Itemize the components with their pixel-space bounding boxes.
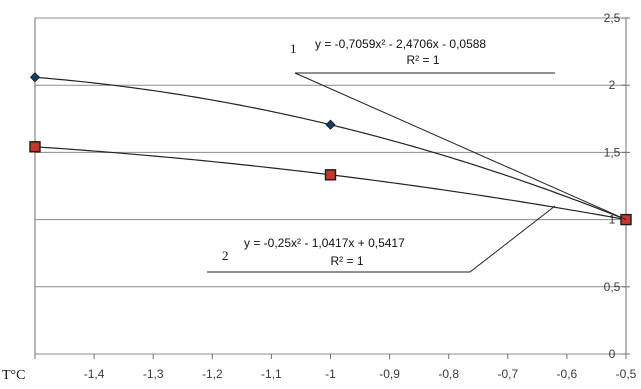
x-tick-label-1: -1,3 <box>143 367 164 381</box>
series-1-annotation: 1 y = -0,7059x² - 2,4706x - 0,0588 R² = … <box>290 37 627 221</box>
series-1-point-1 <box>325 119 336 130</box>
x-tick-label-5: -0,9 <box>379 367 400 381</box>
series-2-annotation: 2 y = -0,25x² - 1,0417x + 0,5417 R² = 1 <box>207 205 556 273</box>
x-tick-label-9: -0,5 <box>616 367 637 381</box>
gridlines <box>35 17 626 355</box>
series-2-equation: y = -0,25x² - 1,0417x + 0,5417 <box>244 236 405 250</box>
series-1-number-label: 1 <box>290 41 297 56</box>
series-2-point-1 <box>324 169 337 181</box>
axes <box>34 17 630 359</box>
series-2-trendline <box>34 146 627 221</box>
y-tick-label-4: 2 <box>609 78 616 92</box>
series-2-r-squared: R² = 1 <box>330 254 363 268</box>
series-1-leader-line <box>294 72 627 221</box>
x-tick-label-7: -0,7 <box>497 367 518 381</box>
x-tick-label-6: -0,8 <box>438 367 459 381</box>
y-tick-label-0: 0 <box>609 347 616 361</box>
trendlines <box>34 76 627 221</box>
series-1-point-0 <box>29 72 41 83</box>
y-tick-label-3: 1,5 <box>604 145 621 159</box>
x-tick-label-3: -1,1 <box>261 367 282 381</box>
y-tick-labels: 0 0,5 1 1,5 2 2,5 <box>604 11 621 361</box>
x-axis-label: T°C <box>2 368 26 383</box>
series-2-number-label: 2 <box>222 248 229 263</box>
y-tick-label-1: 0,5 <box>604 280 621 294</box>
x-tick-label-2: -1,2 <box>202 367 223 381</box>
series-1-r-squared: R² = 1 <box>406 53 439 67</box>
series-2-point-0 <box>29 141 41 153</box>
x-tick-labels: -1,4 -1,3 -1,2 -1,1 -1 -0,9 -0,8 -0,7 -0,6 -0,5 <box>84 367 637 381</box>
series-1-equation: y = -0,7059x² - 2,4706x - 0,0588 <box>315 37 486 51</box>
data-points <box>29 72 632 226</box>
y-tick-label-2: 1 <box>609 213 616 227</box>
series-1-trendline <box>34 76 627 221</box>
series-2-leader-line <box>207 205 556 273</box>
x-tick-label-4: -1 <box>325 367 336 381</box>
y-tick-label-5: 2,5 <box>604 11 621 25</box>
x-tick-label-8: -0,6 <box>557 367 578 381</box>
x-tick-label-0: -1,4 <box>84 367 105 381</box>
